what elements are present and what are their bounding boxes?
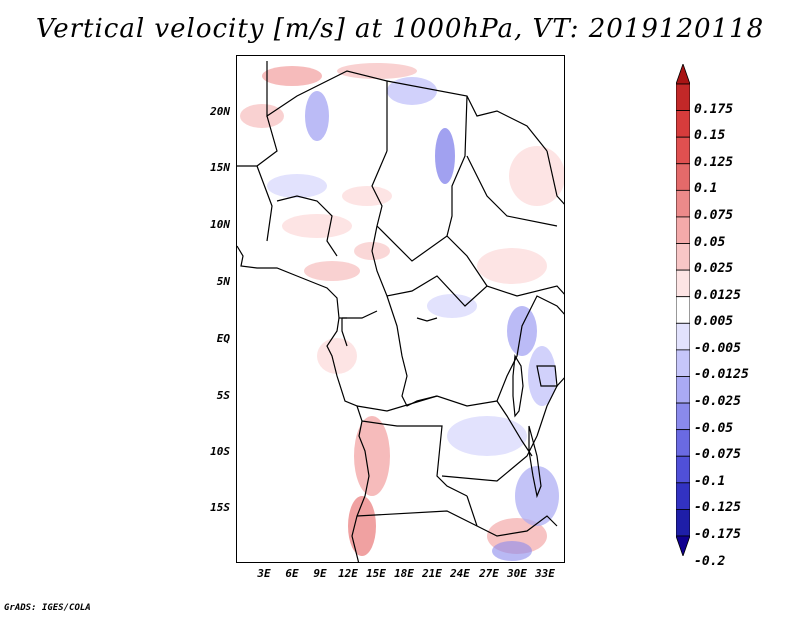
colorbar-segment	[676, 322, 690, 351]
colorbar-segment	[676, 83, 690, 111]
lon-label-27e: 27E	[479, 567, 499, 580]
lon-label-33e: 33E	[535, 567, 555, 580]
colorbar-label: -0.0125	[694, 367, 749, 383]
lat-label-10s: 10S	[210, 445, 230, 458]
footer-credit: GrADS: IGES/COLA	[4, 603, 91, 613]
colorbar-label: -0.05	[694, 420, 734, 436]
chart-title: Vertical velocity [m/s] at 1000hPa, VT: …	[35, 14, 765, 44]
colorbar-segment	[676, 349, 690, 377]
colorbar-segments	[676, 64, 690, 556]
colorbar-top-triangle	[676, 64, 690, 85]
colorbar-label: -0.025	[694, 394, 741, 410]
lon-label-21e: 21E	[422, 567, 442, 580]
lat-label-eq: EQ	[216, 332, 230, 345]
colorbar-segment	[676, 455, 690, 484]
colorbar-label: -0.2	[694, 553, 726, 569]
colorbar-segment	[676, 136, 690, 165]
lon-label-6e: 6E	[285, 567, 299, 580]
colorbar-label: 0.15	[694, 128, 726, 144]
lon-label-30e: 30E	[507, 567, 527, 580]
colorbar-label: -0.1	[694, 473, 726, 489]
lat-label-15s: 15S	[210, 501, 230, 514]
colorbar-segment	[676, 110, 690, 138]
colorbar-segment	[676, 376, 690, 404]
colorbar-label: 0.125	[694, 154, 734, 170]
colorbar-segment	[676, 163, 690, 191]
colorbar-label: 0.1	[694, 181, 718, 197]
colorbar	[676, 64, 690, 556]
colorbar-label: -0.175	[694, 527, 741, 542]
colorbar-segment	[676, 243, 690, 271]
colorbar-label: -0.005	[694, 340, 741, 356]
lon-label-18e: 18E	[394, 567, 414, 580]
colorbar-label: 0.05	[694, 234, 726, 250]
lon-label-24e: 24E	[450, 567, 470, 580]
colorbar-label: -0.125	[694, 500, 741, 516]
colorbar-label: 0.005	[694, 314, 734, 330]
velocity-field-patches	[240, 63, 564, 561]
colorbar-segment	[676, 296, 690, 324]
map-plot-area	[236, 55, 565, 563]
lat-label-5s: 5S	[216, 389, 230, 402]
map-field	[237, 61, 564, 562]
coastlines-and-borders	[237, 61, 564, 562]
lat-label-20n: 20N	[210, 105, 230, 118]
lon-label-9e: 9E	[313, 567, 327, 580]
lat-label-5n: 5N	[216, 275, 230, 288]
lon-label-3e: 3E	[257, 567, 271, 580]
colorbar-segment	[676, 402, 690, 431]
colorbar-segment	[676, 269, 690, 298]
colorbar-segment	[676, 216, 690, 244]
colorbar-bottom-triangle	[676, 535, 690, 556]
colorbar-segment	[676, 509, 690, 537]
lon-label-15e: 15E	[366, 567, 386, 580]
colorbar-label: 0.075	[694, 207, 734, 223]
colorbar-label: 0.025	[694, 261, 734, 277]
colorbar-label: 0.0125	[694, 287, 741, 303]
lat-label-15n: 15N	[210, 161, 230, 174]
colorbar-segment	[676, 429, 690, 457]
colorbar-label: 0.175	[694, 101, 734, 117]
colorbar-segment	[676, 189, 690, 218]
lat-label-10n: 10N	[210, 218, 230, 231]
lon-label-12e: 12E	[338, 567, 358, 580]
colorbar-segment	[676, 482, 690, 510]
colorbar-label: -0.075	[694, 447, 741, 463]
